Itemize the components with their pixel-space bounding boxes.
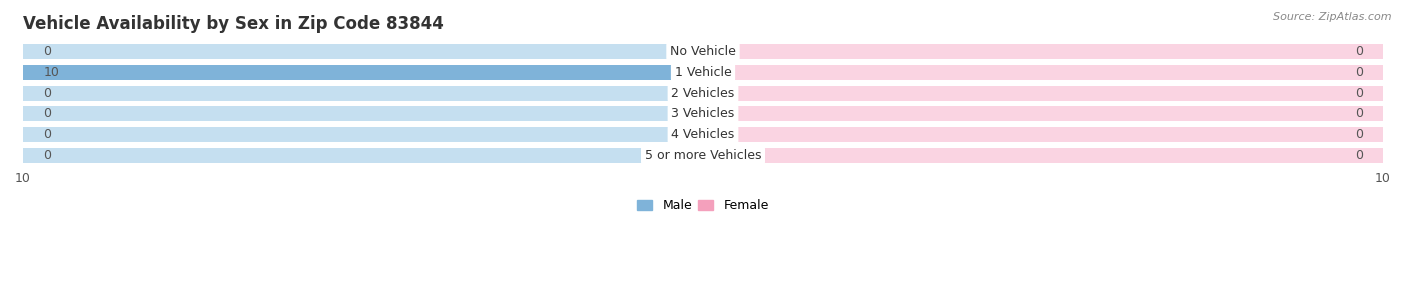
Text: 0: 0 (1354, 45, 1362, 58)
Text: 2 Vehicles: 2 Vehicles (672, 87, 734, 99)
Text: 10: 10 (44, 66, 59, 79)
Legend: Male, Female: Male, Female (633, 195, 773, 218)
Text: 0: 0 (1354, 107, 1362, 120)
Text: 3 Vehicles: 3 Vehicles (672, 107, 734, 120)
Bar (703, 86, 1384, 100)
Bar (22, 148, 703, 163)
Text: 5 or more Vehicles: 5 or more Vehicles (645, 149, 761, 162)
Text: 0: 0 (1354, 66, 1362, 79)
Text: No Vehicle: No Vehicle (671, 45, 735, 58)
Text: 4 Vehicles: 4 Vehicles (672, 128, 734, 141)
Text: 1 Vehicle: 1 Vehicle (675, 66, 731, 79)
Bar (703, 65, 1384, 80)
Text: 0: 0 (44, 107, 52, 120)
Bar (22, 127, 703, 142)
Text: 0: 0 (1354, 87, 1362, 99)
Bar (703, 44, 1384, 59)
Bar (703, 106, 1384, 121)
Text: Vehicle Availability by Sex in Zip Code 83844: Vehicle Availability by Sex in Zip Code … (22, 15, 444, 33)
Bar (22, 106, 703, 121)
Bar (22, 86, 703, 100)
Bar (22, 65, 703, 80)
Text: 0: 0 (44, 149, 52, 162)
Text: 0: 0 (1354, 128, 1362, 141)
Text: 0: 0 (1354, 149, 1362, 162)
Bar (703, 127, 1384, 142)
Bar (22, 44, 703, 59)
Text: 0: 0 (44, 128, 52, 141)
Text: Source: ZipAtlas.com: Source: ZipAtlas.com (1274, 12, 1392, 22)
Text: 0: 0 (44, 87, 52, 99)
Bar (22, 65, 703, 80)
Bar (703, 148, 1384, 163)
Text: 0: 0 (44, 45, 52, 58)
